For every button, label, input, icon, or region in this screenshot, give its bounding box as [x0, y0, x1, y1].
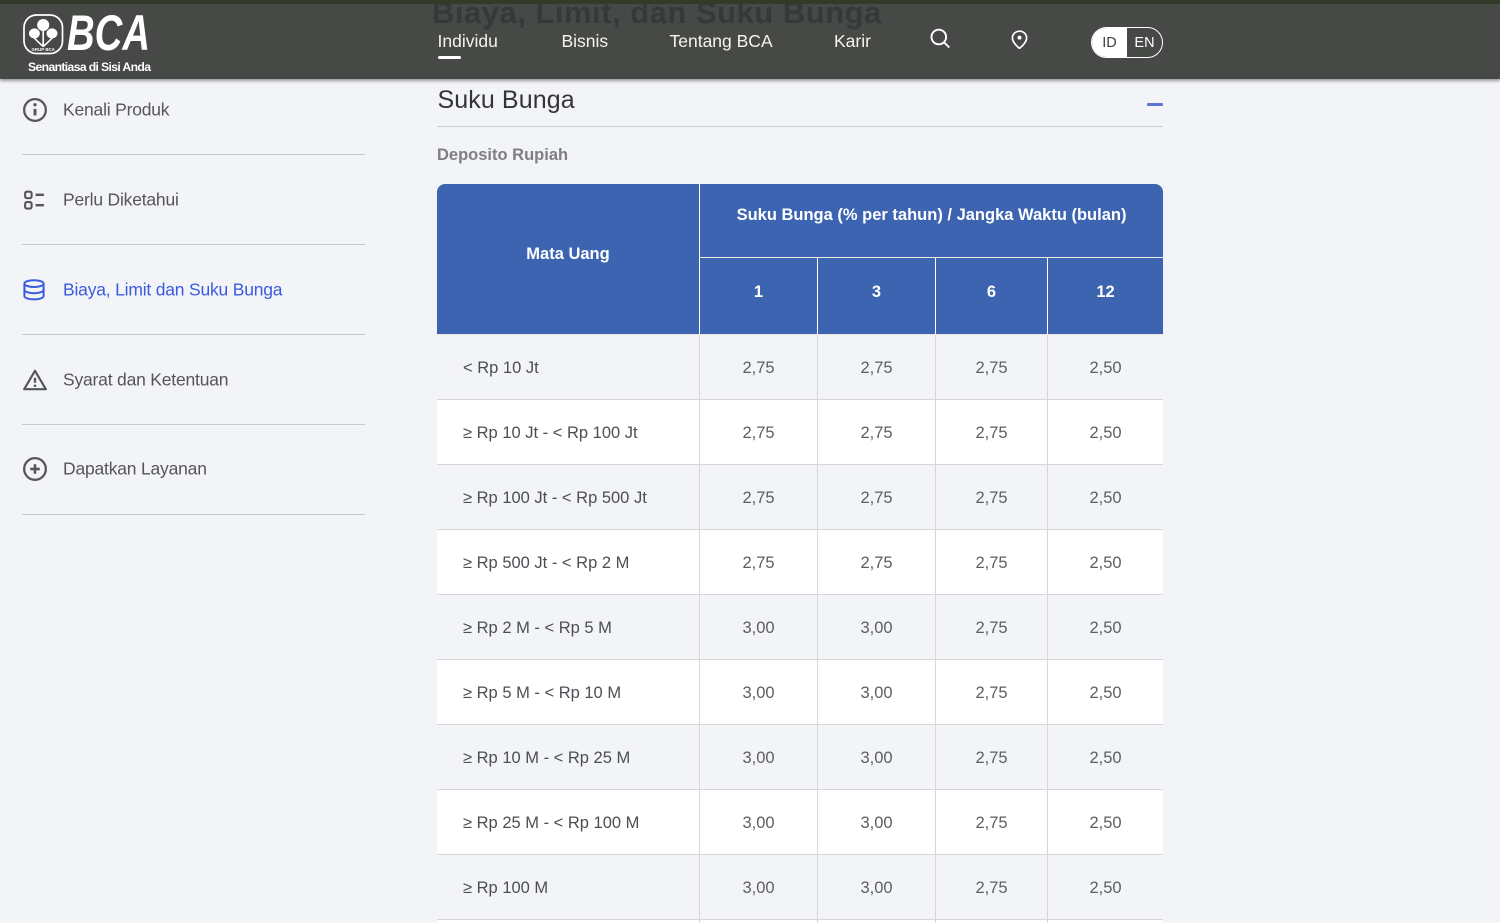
- svg-text:GRUP BCA: GRUP BCA: [32, 47, 56, 52]
- svg-text:Senantiasa di Sisi Anda: Senantiasa di Sisi Anda: [28, 60, 151, 74]
- svg-text:BCA: BCA: [67, 5, 150, 61]
